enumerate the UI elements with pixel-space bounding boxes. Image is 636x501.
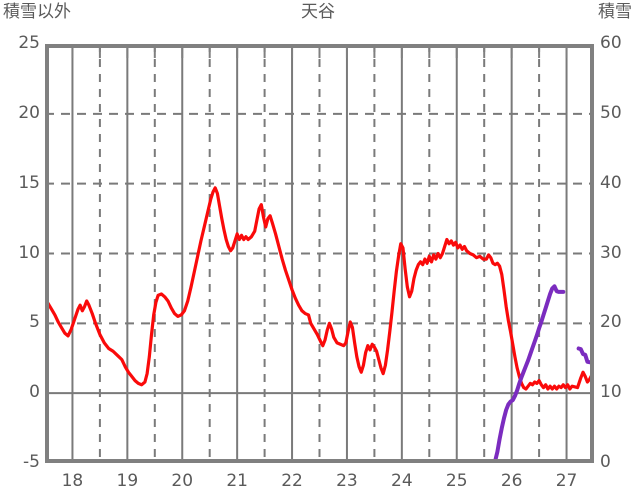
right-axis-tick-label: 0 xyxy=(600,452,611,472)
right-axis-tick-label: 20 xyxy=(600,312,622,333)
right-axis-title: 積雪 xyxy=(598,2,632,22)
left-axis-tick-label: 10 xyxy=(18,242,40,263)
x-axis-tick-label: 22 xyxy=(281,471,303,491)
series-line-snow xyxy=(45,284,566,463)
x-axis-tick-label: 24 xyxy=(391,471,413,491)
axis-tick-marks xyxy=(71,48,568,58)
x-axis-tick-label: 18 xyxy=(61,471,84,491)
x-axis-tick-label: 19 xyxy=(116,471,139,491)
left-axis-tick-label: 15 xyxy=(18,172,40,193)
right-axis-tick-label: 50 xyxy=(600,102,622,123)
right-axis-tick-label: 10 xyxy=(600,382,622,403)
left-axis-tick-label: -5 xyxy=(23,452,40,472)
x-axis-tick-label: 25 xyxy=(445,471,468,491)
x-axis-tick-label: 27 xyxy=(555,471,578,491)
left-axis-tick-label: 5 xyxy=(29,312,40,333)
left-axis-tick-label: 20 xyxy=(18,102,40,123)
plot-area xyxy=(45,44,594,463)
major-gridlines xyxy=(45,44,594,463)
left-axis-tick-label: 25 xyxy=(18,33,40,53)
left-axis-tick-label: 0 xyxy=(29,382,40,403)
right-axis-tick-label: 30 xyxy=(600,242,622,263)
plot-border xyxy=(45,44,594,463)
left-axis-title: 積雪以外 xyxy=(3,2,71,22)
right-axis-tick-label: 40 xyxy=(600,172,622,193)
series-line-other xyxy=(45,186,594,391)
chart-svg xyxy=(45,44,594,463)
x-axis-tick-label: 21 xyxy=(226,471,248,491)
x-axis-tick-label: 20 xyxy=(171,471,194,491)
page-title: 天谷 xyxy=(301,2,335,22)
right-axis-tick-label: 60 xyxy=(600,33,622,53)
x-axis-tick-label: 26 xyxy=(500,471,523,491)
x-axis-tick-label: 23 xyxy=(336,471,358,491)
